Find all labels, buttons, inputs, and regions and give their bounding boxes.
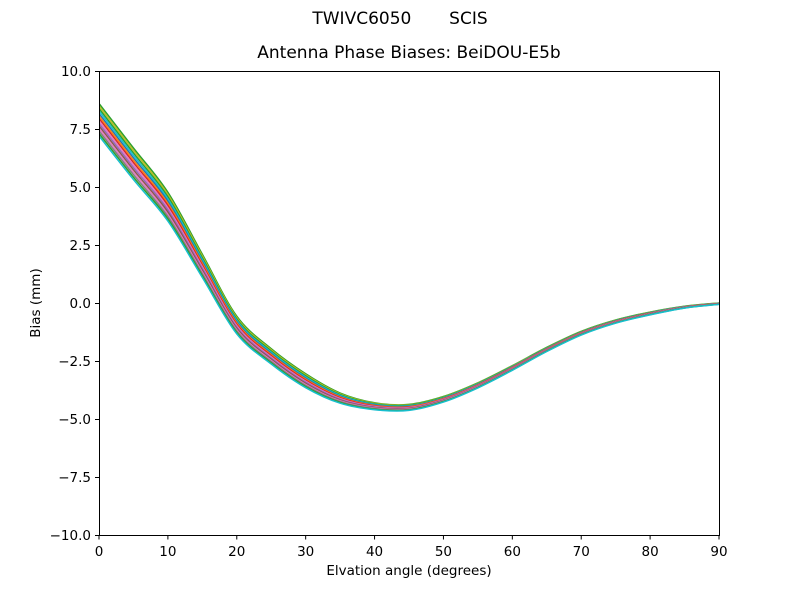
- axes-title: Antenna Phase Biases: BeiDOU-E5b: [257, 43, 561, 63]
- series-line-series-10: [99, 125, 719, 410]
- x-tick-label: 60: [504, 544, 521, 560]
- y-tick-label: 7.5: [70, 122, 91, 138]
- y-tick-label: −7.5: [58, 470, 91, 486]
- series-line-series-11: [99, 127, 719, 411]
- y-tick-label: 2.5: [70, 238, 91, 254]
- x-tick-label: 70: [573, 544, 590, 560]
- x-tick-label: 30: [297, 544, 314, 560]
- y-tick-label: −5.0: [58, 412, 91, 428]
- x-tick-label: 80: [642, 544, 659, 560]
- axes-spines: [99, 71, 720, 536]
- y-tick-label: −2.5: [58, 354, 91, 370]
- x-tick-label: 50: [435, 544, 452, 560]
- series-line-series-12: [99, 130, 719, 411]
- x-axis-label: Elvation angle (degrees): [326, 563, 492, 579]
- x-tick-label: 20: [228, 544, 245, 560]
- y-tick-label: 5.0: [70, 180, 91, 196]
- series-line-series-09: [99, 122, 719, 410]
- x-tick-label: 40: [366, 544, 383, 560]
- series-line-series-06: [99, 115, 719, 408]
- series-line-series-14: [99, 135, 719, 412]
- series-line-series-13: [99, 132, 719, 412]
- series-line-series-07: [99, 117, 719, 409]
- series-line-series-08: [99, 120, 719, 409]
- x-tick-label: 0: [95, 544, 104, 560]
- x-tick-label: 90: [710, 544, 727, 560]
- x-tick-label: 10: [159, 544, 176, 560]
- y-tick-label: 0.0: [70, 296, 91, 312]
- figure-suptitle: TWIVC6050 SCIS: [312, 9, 488, 29]
- y-axis-label: Bias (mm): [28, 268, 44, 338]
- y-tick-label: 10.0: [61, 64, 91, 80]
- y-tick-label: −10.0: [50, 528, 91, 544]
